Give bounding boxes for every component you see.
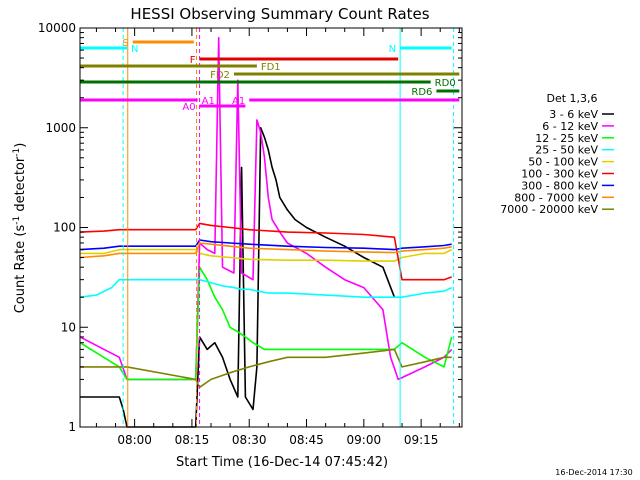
flag-label: N: [389, 44, 396, 55]
chart-title: HESSI Observing Summary Count Rates: [130, 5, 429, 23]
x-tick-label: 09:00: [347, 433, 382, 447]
footer-timestamp: 16-Dec-2014 17:30: [555, 468, 632, 477]
legend-title: Det 1,3,6: [546, 92, 597, 105]
x-tick-label: 08:45: [289, 433, 324, 447]
x-tick-label: 08:30: [232, 433, 267, 447]
x-axis: 08:00 08:15 08:30 08:45 09:00 09:15: [95, 28, 460, 447]
legend-label: 3 - 6 keV: [549, 108, 598, 121]
series-line-2: [79, 36, 453, 381]
legend-label: 300 - 800 keV: [521, 179, 598, 192]
series-layer: [79, 36, 453, 428]
flag-label: A1: [232, 96, 245, 107]
legend-label: 25 - 50 keV: [535, 144, 598, 157]
y-tick-label: 1000: [45, 121, 76, 135]
y-tick-label: 1: [68, 420, 76, 434]
y-axis-title: Count Rate (s-1 detector-1): [12, 143, 28, 314]
legend-label: 6 - 12 keV: [542, 120, 598, 133]
flag-label: RD6: [411, 87, 432, 98]
flag-label: A1: [202, 96, 215, 107]
legend-label: 12 - 25 keV: [535, 132, 598, 145]
x-axis-title: Start Time (16-Dec-14 07:45:42): [176, 455, 388, 470]
series-line-8: [79, 242, 452, 259]
flag-label: A0: [182, 102, 195, 113]
x-tick-label: 08:00: [117, 433, 152, 447]
y-tick-label: 100: [53, 221, 76, 235]
flag-label: N: [131, 44, 138, 55]
y-axis-title-sup2: -1: [12, 148, 22, 157]
legend-label: 7000 - 20000 keV: [500, 203, 598, 216]
legend-label: 50 - 100 keV: [528, 156, 598, 169]
y-axis-title-part2: detector: [13, 156, 28, 216]
legend-label: 100 - 300 keV: [521, 168, 598, 181]
series-line-3: [79, 266, 453, 381]
flag-label: FD2: [210, 70, 230, 81]
y-tick-label: 10: [61, 320, 76, 334]
y-axis: 1 10 100 1000 10000: [38, 21, 462, 434]
flag-label: FD1: [261, 62, 281, 73]
y-axis-title-part3: ): [13, 143, 28, 148]
x-tick-label: 08:15: [175, 433, 210, 447]
series-line-4: [79, 278, 453, 299]
series-line-6: [79, 222, 452, 281]
series-line-5: [80, 248, 453, 262]
series-line-9: [80, 348, 452, 389]
series-line-7: [79, 239, 452, 251]
series-line-1: [80, 127, 396, 428]
x-tick-label: 09:15: [404, 433, 439, 447]
flag-label: S: [122, 38, 128, 49]
y-axis-title-sup1: -1: [12, 216, 22, 225]
flag-label: RD0: [435, 78, 456, 89]
flag-label: F: [190, 55, 196, 66]
y-axis-title-part1: Count Rate (s: [13, 225, 28, 314]
y-tick-label: 10000: [38, 21, 76, 35]
legend-label: 800 - 7000 keV: [514, 191, 598, 204]
